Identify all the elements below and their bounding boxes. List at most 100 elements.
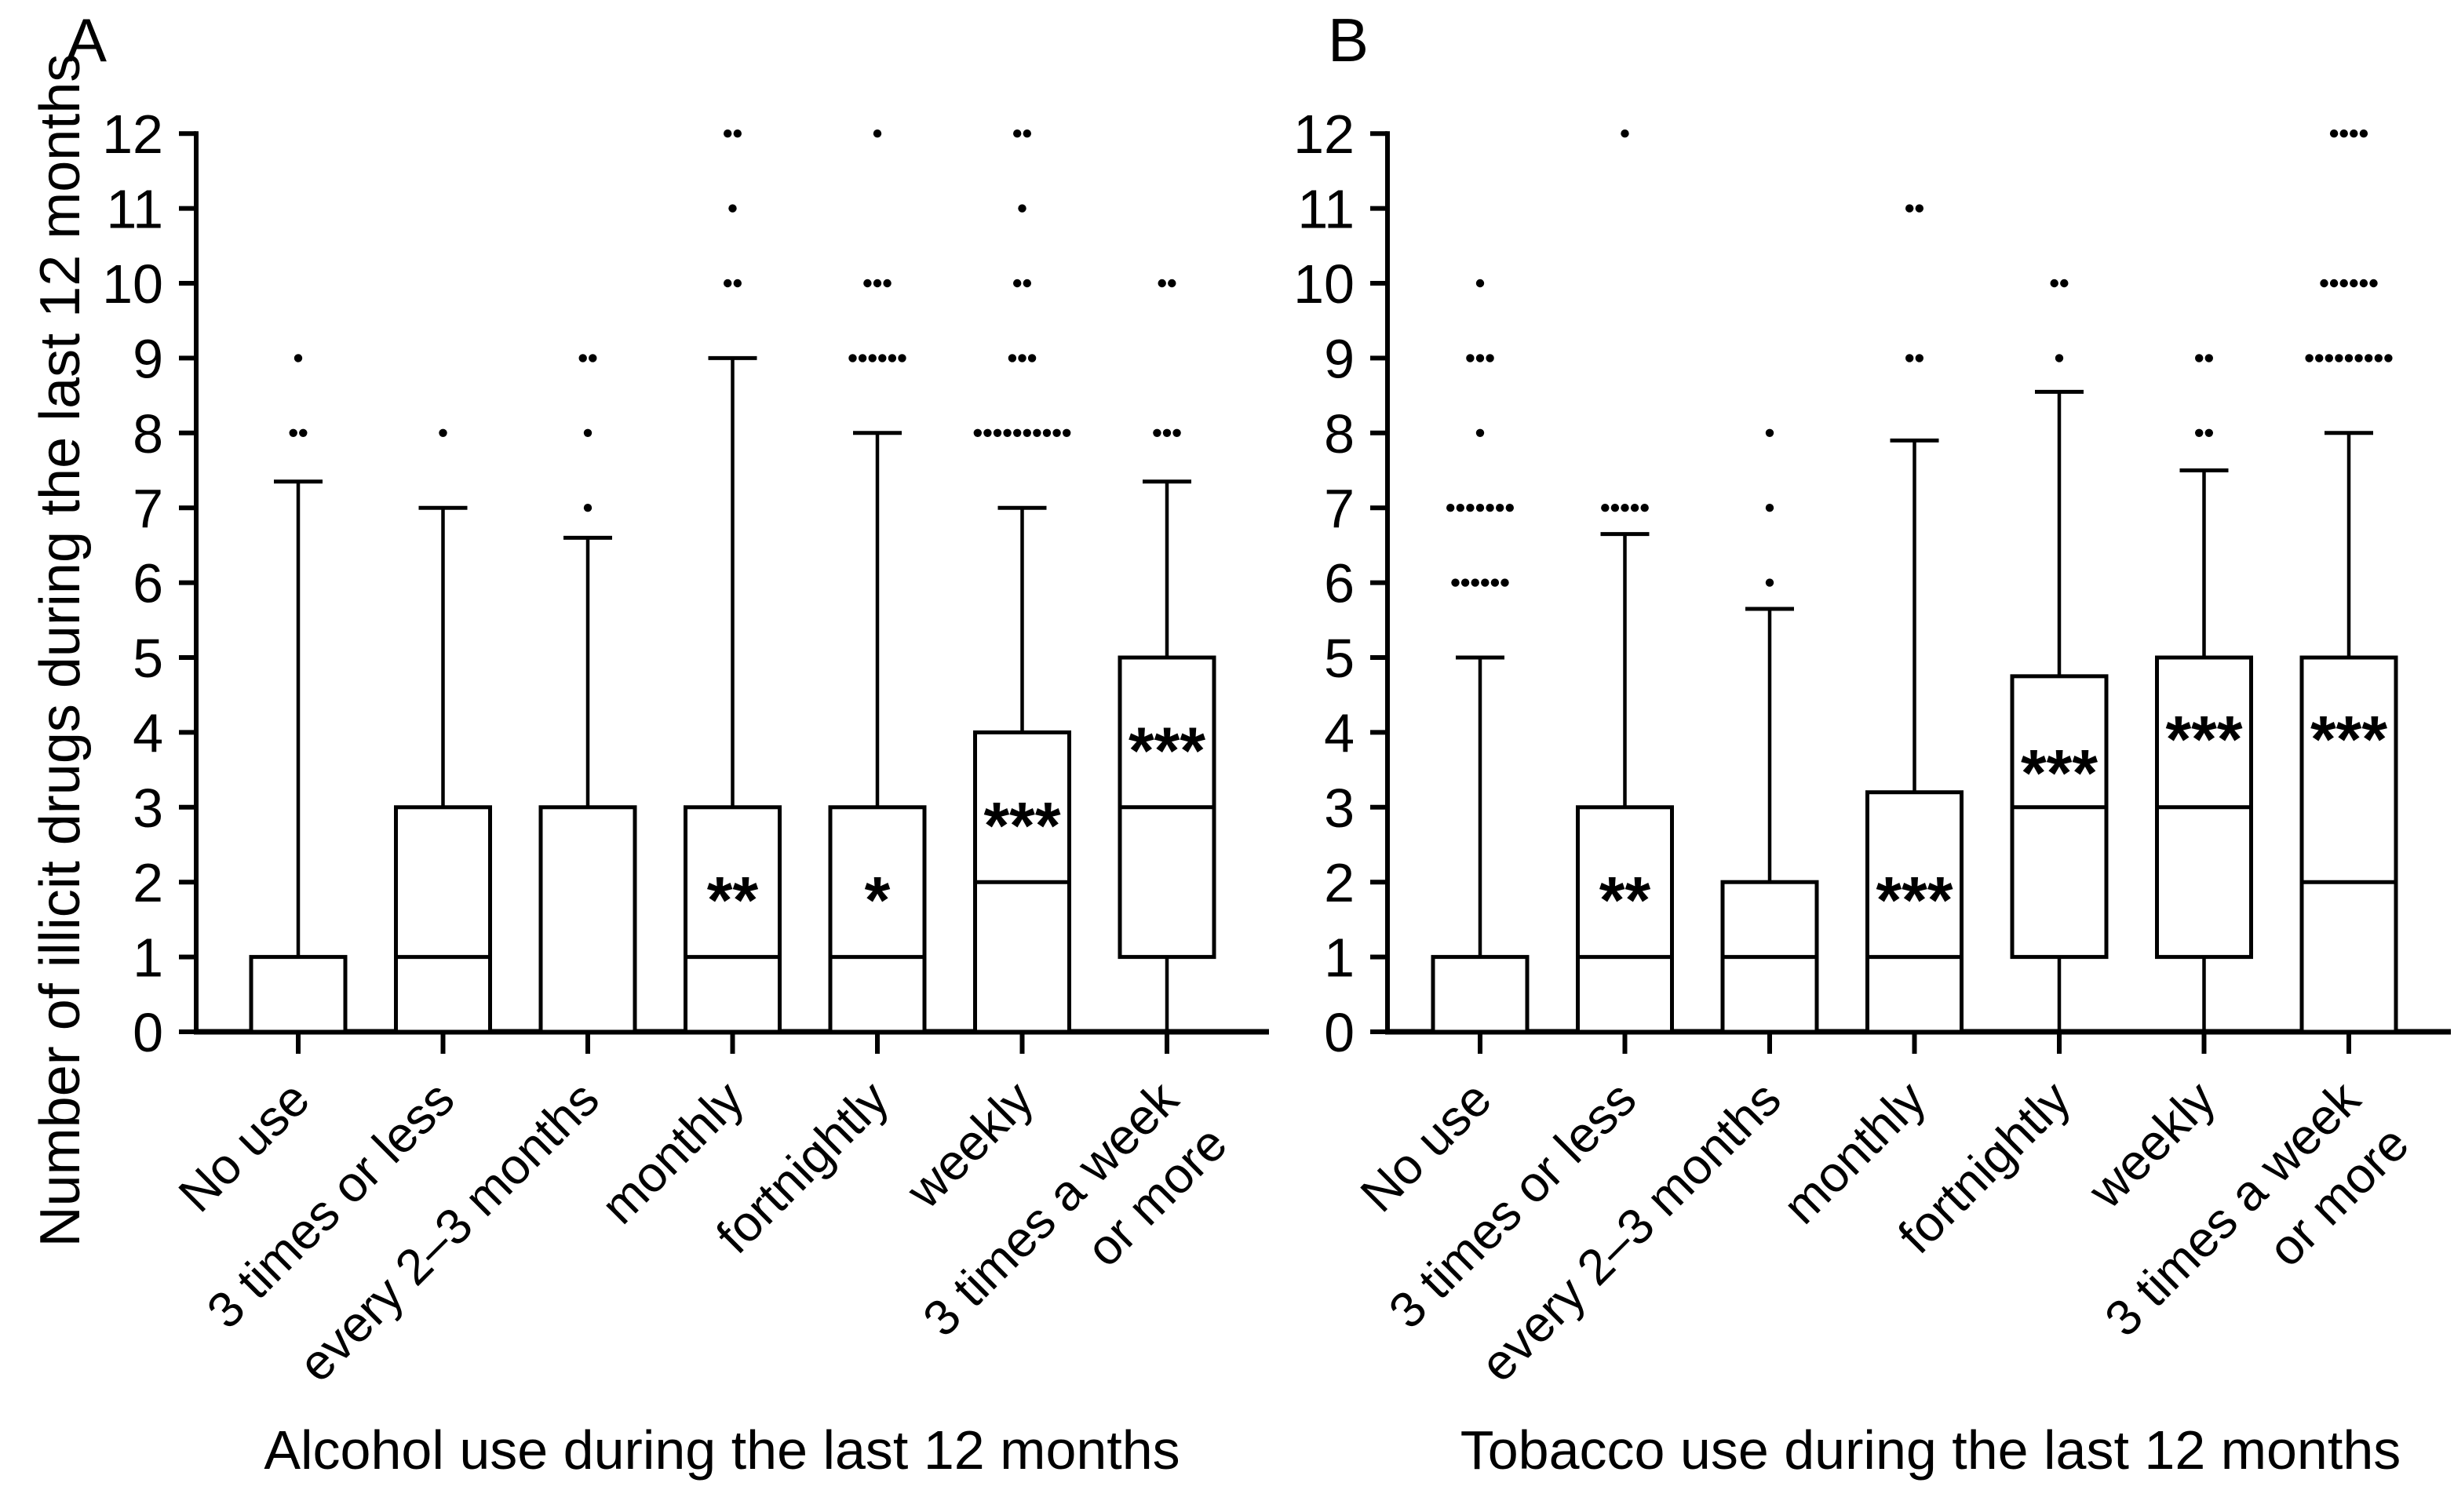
y-tick-label: 3 xyxy=(1324,778,1355,839)
outlier-dot xyxy=(1905,204,1914,213)
outlier-dot xyxy=(1023,279,1032,288)
y-tick-label: 5 xyxy=(133,628,163,689)
outlier-dot xyxy=(1471,578,1479,587)
outlier-dot xyxy=(2339,279,2348,288)
outlier-dot xyxy=(1162,428,1172,437)
outlier-dot xyxy=(2329,129,2339,138)
outlier-dot xyxy=(724,129,732,138)
outlier-dot xyxy=(1915,354,1923,363)
outlier-dot xyxy=(1601,504,1610,512)
outlier-dot xyxy=(1475,504,1485,512)
y-tick-label: 7 xyxy=(133,478,163,539)
outlier-dot xyxy=(2369,279,2378,288)
outlier-dot xyxy=(873,129,882,138)
y-tick-label: 4 xyxy=(133,702,163,763)
outlier-dot xyxy=(2195,354,2204,363)
outlier-dot xyxy=(2204,354,2213,363)
outlier-dot xyxy=(883,279,892,288)
box xyxy=(1431,955,1530,1034)
y-tick-label: 8 xyxy=(133,403,163,465)
outlier-dot xyxy=(2050,279,2058,288)
outlier-dot xyxy=(983,428,992,437)
y-tick-label: 10 xyxy=(1293,253,1355,315)
outlier-dot xyxy=(2335,354,2343,363)
box xyxy=(828,805,927,1034)
outlier-dot xyxy=(1500,578,1509,587)
y-tick-label: 11 xyxy=(1297,179,1355,240)
significance-stars: ** xyxy=(707,863,759,937)
box xyxy=(1576,805,1674,1034)
outlier-dot xyxy=(1153,428,1161,437)
outlier-dot xyxy=(1475,354,1485,363)
outlier-dot xyxy=(724,279,732,288)
y-tick-label: 11 xyxy=(106,179,163,240)
outlier-dot xyxy=(848,354,857,363)
outlier-dot xyxy=(2350,279,2358,288)
y-tick-label: 6 xyxy=(133,553,163,614)
outlier-dot xyxy=(439,428,447,437)
category-label: 3 times or less xyxy=(1378,1070,1647,1339)
outlier-dot xyxy=(2339,129,2348,138)
outlier-dot xyxy=(2329,279,2339,288)
outlier-dot xyxy=(2195,428,2204,437)
outlier-dot xyxy=(1621,129,1629,138)
outlier-dot xyxy=(1765,428,1774,437)
outlier-dot xyxy=(1172,428,1181,437)
outlier-dot xyxy=(878,354,887,363)
outlier-dot xyxy=(1765,504,1774,512)
outlier-dot xyxy=(1486,504,1494,512)
y-tick-label: 2 xyxy=(1324,852,1355,913)
box xyxy=(394,805,492,1034)
outlier-dot xyxy=(1451,578,1460,587)
outlier-dot xyxy=(2315,354,2324,363)
outlier-dot xyxy=(1915,204,1923,213)
panel-a-x-axis-title: Alcohol use during the last 12 months xyxy=(264,1419,1180,1481)
outlier-dot xyxy=(2365,354,2373,363)
outlier-dot xyxy=(2344,354,2354,363)
outlier-dot xyxy=(973,428,983,437)
outlier-dot xyxy=(2354,354,2363,363)
outlier-dot xyxy=(1042,428,1052,437)
box xyxy=(1865,790,1964,1034)
outlier-dot xyxy=(1013,279,1022,288)
outlier-dot xyxy=(1505,504,1515,512)
y-tick-label: 2 xyxy=(133,852,163,913)
outlier-dot xyxy=(1168,279,1176,288)
outlier-dot xyxy=(1630,504,1639,512)
outlier-dot xyxy=(1621,504,1629,512)
y-tick-label: 1 xyxy=(133,927,163,989)
box xyxy=(2299,655,2398,1034)
outlier-dot xyxy=(2204,428,2213,437)
outlier-dot xyxy=(289,428,297,437)
outlier-dot xyxy=(1765,578,1774,587)
outlier-dot xyxy=(733,129,742,138)
outlier-dot xyxy=(1496,504,1504,512)
outlier-dot xyxy=(583,504,593,512)
outlier-dot xyxy=(2305,354,2314,363)
outlier-dot xyxy=(728,204,737,213)
outlier-dot xyxy=(2384,354,2393,363)
outlier-dot xyxy=(1003,428,1012,437)
outlier-dot xyxy=(583,428,593,437)
outlier-dot xyxy=(1610,504,1620,512)
y-tick-label: 3 xyxy=(133,778,163,839)
significance-stars: *** xyxy=(1129,713,1205,787)
outlier-dot xyxy=(1486,354,1494,363)
significance-stars: ** xyxy=(1599,863,1651,937)
y-tick-label: 5 xyxy=(1324,628,1355,689)
y-tick-label: 10 xyxy=(102,253,163,315)
y-tick-label: 8 xyxy=(1324,403,1355,465)
outlier-dot xyxy=(299,428,308,437)
outlier-dot xyxy=(993,428,1002,437)
outlier-dot xyxy=(888,354,897,363)
box xyxy=(2010,674,2109,960)
outlier-dot xyxy=(1027,354,1037,363)
box xyxy=(249,955,348,1034)
outlier-dot xyxy=(1158,279,1166,288)
outlier-dot xyxy=(1481,578,1490,587)
outlier-dot xyxy=(1023,129,1032,138)
y-tick-label: 4 xyxy=(1324,702,1355,763)
outlier-dot xyxy=(2320,279,2328,288)
